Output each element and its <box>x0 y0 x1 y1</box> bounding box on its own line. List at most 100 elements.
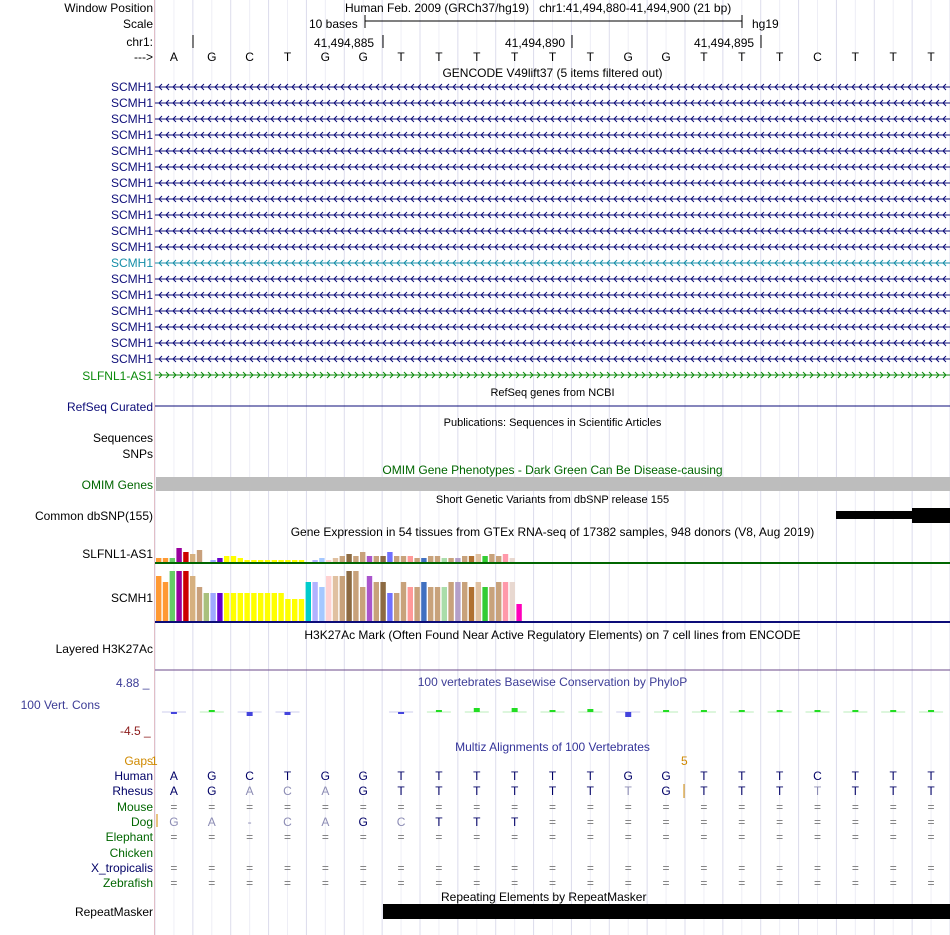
gtex-bar[interactable] <box>271 593 277 621</box>
gtex-bar[interactable] <box>509 558 515 562</box>
gtex-bar[interactable] <box>339 556 345 562</box>
cons-value-bar[interactable] <box>511 708 518 712</box>
gtex-bar[interactable] <box>319 558 325 562</box>
gtex-bar[interactable] <box>230 556 237 562</box>
gene-label-scmh1[interactable]: SCMH1 <box>110 352 153 366</box>
gene-label-scmh1[interactable]: SCMH1 <box>110 192 153 206</box>
gtex-bar[interactable] <box>217 558 223 562</box>
gtex-bar[interactable] <box>489 554 495 562</box>
gene-label-scmh1[interactable]: SCMH1 <box>110 160 153 174</box>
cons-value-bar[interactable] <box>814 710 821 712</box>
gtex-bar[interactable] <box>326 560 332 562</box>
gtex-bar[interactable] <box>285 560 291 562</box>
gtex-bar[interactable] <box>237 593 243 621</box>
cons-label[interactable]: 100 Vert. Cons <box>20 698 100 712</box>
gtex-bar[interactable] <box>496 582 502 621</box>
gtex-bar[interactable] <box>407 587 413 621</box>
gtex-bar[interactable] <box>326 576 332 621</box>
gene-label-scmh1[interactable]: SCMH1 <box>110 336 153 350</box>
cons-value-bar[interactable] <box>700 710 707 712</box>
gtex-bar[interactable] <box>251 593 257 621</box>
gtex-bar[interactable] <box>414 587 420 621</box>
gtex-bar[interactable] <box>387 593 393 621</box>
species-label-dog[interactable]: Dog <box>130 814 153 829</box>
gene-label-scmh1[interactable]: SCMH1 <box>110 96 153 110</box>
gtex-bar[interactable] <box>169 571 175 621</box>
gene-label-scmh1[interactable]: SCMH1 <box>110 288 153 302</box>
gtex-bar[interactable] <box>244 560 250 562</box>
gtex-bar[interactable] <box>224 556 230 562</box>
gtex-bar[interactable] <box>468 556 475 562</box>
gtex-bar[interactable] <box>339 576 345 621</box>
gtex-bar[interactable] <box>380 582 386 621</box>
gtex-bar[interactable] <box>448 582 454 621</box>
gtex-bar[interactable] <box>162 582 169 621</box>
gtex-bar[interactable] <box>394 593 400 621</box>
gtex-bar[interactable] <box>244 593 250 621</box>
gtex-bar[interactable] <box>380 556 386 562</box>
gtex-bar[interactable] <box>278 560 284 562</box>
cons-value-bar[interactable] <box>776 710 783 712</box>
gtex-bar[interactable] <box>360 587 366 621</box>
gtex-bar[interactable] <box>400 582 407 621</box>
gtex-bar[interactable] <box>224 593 230 621</box>
gtex-bar[interactable] <box>394 556 400 562</box>
gtex-bar[interactable] <box>428 587 434 621</box>
gtex-bar[interactable] <box>468 587 475 621</box>
gtex-bar[interactable] <box>169 558 175 562</box>
cons-value-bar[interactable] <box>928 710 935 712</box>
gtex-bar[interactable] <box>434 556 441 562</box>
gtex-bar[interactable] <box>346 554 352 562</box>
cons-value-bar[interactable] <box>435 710 442 712</box>
gtex-bar[interactable] <box>489 587 495 621</box>
gene-label-scmh1[interactable]: SCMH1 <box>110 80 153 94</box>
gtex-bar[interactable] <box>400 556 407 562</box>
gtex-label-scmh1[interactable]: SCMH1 <box>110 591 153 605</box>
pubs-snps-label[interactable]: SNPs <box>122 447 153 461</box>
cons-value-bar[interactable] <box>587 709 594 712</box>
species-label-mouse[interactable]: Mouse <box>116 799 153 814</box>
gtex-bar[interactable] <box>190 554 196 562</box>
gtex-bar[interactable] <box>414 558 420 562</box>
gtex-bar[interactable] <box>156 558 162 562</box>
gtex-bar[interactable] <box>162 558 169 562</box>
species-label-human[interactable]: Human <box>114 769 153 783</box>
gtex-bar[interactable] <box>455 558 461 562</box>
dbsnp-label[interactable]: Common dbSNP(155) <box>34 509 153 523</box>
gene-label-scmh1[interactable]: SCMH1 <box>110 224 153 238</box>
gtex-bar[interactable] <box>217 593 223 621</box>
gtex-bar[interactable] <box>366 556 373 562</box>
gtex-bar[interactable] <box>230 593 237 621</box>
gtex-bar[interactable] <box>462 582 468 621</box>
gtex-bar[interactable] <box>516 604 522 621</box>
gtex-bar[interactable] <box>373 556 379 562</box>
gene-label-scmh1[interactable]: SCMH1 <box>110 112 153 126</box>
gtex-bar[interactable] <box>421 582 427 621</box>
cons-value-bar[interactable] <box>473 708 480 712</box>
gtex-bar[interactable] <box>258 593 264 621</box>
gtex-bar[interactable] <box>196 587 203 621</box>
cons-value-bar[interactable] <box>246 712 253 716</box>
gtex-bar[interactable] <box>373 582 379 621</box>
gtex-bar[interactable] <box>482 587 488 621</box>
gtex-label-slfnl1-as1[interactable]: SLFNL1-AS1 <box>82 547 153 561</box>
species-label-rhesus[interactable]: Rhesus <box>112 784 153 799</box>
gtex-bar[interactable] <box>156 576 162 621</box>
gtex-bar[interactable] <box>285 599 291 621</box>
gtex-bar[interactable] <box>237 558 243 562</box>
gtex-bar[interactable] <box>258 560 264 562</box>
gtex-bar[interactable] <box>271 560 277 562</box>
gtex-bar[interactable] <box>496 556 502 562</box>
omim-bar[interactable] <box>156 477 950 491</box>
gene-label-scmh1[interactable]: SCMH1 <box>110 176 153 190</box>
cons-value-bar[interactable] <box>284 712 291 715</box>
gtex-bar[interactable] <box>448 558 454 562</box>
gtex-bar[interactable] <box>421 558 427 562</box>
gtex-bar[interactable] <box>292 599 298 621</box>
gtex-bar[interactable] <box>292 560 298 562</box>
gene-label-scmh1[interactable]: SCMH1 <box>110 144 153 158</box>
gene-label-scmh1[interactable]: SCMH1 <box>110 272 153 286</box>
gene-label-scmh1[interactable]: SCMH1 <box>110 240 153 254</box>
cons-value-bar[interactable] <box>549 710 556 712</box>
gene-label-slfnl1-as1[interactable]: SLFNL1-AS1 <box>82 369 153 383</box>
